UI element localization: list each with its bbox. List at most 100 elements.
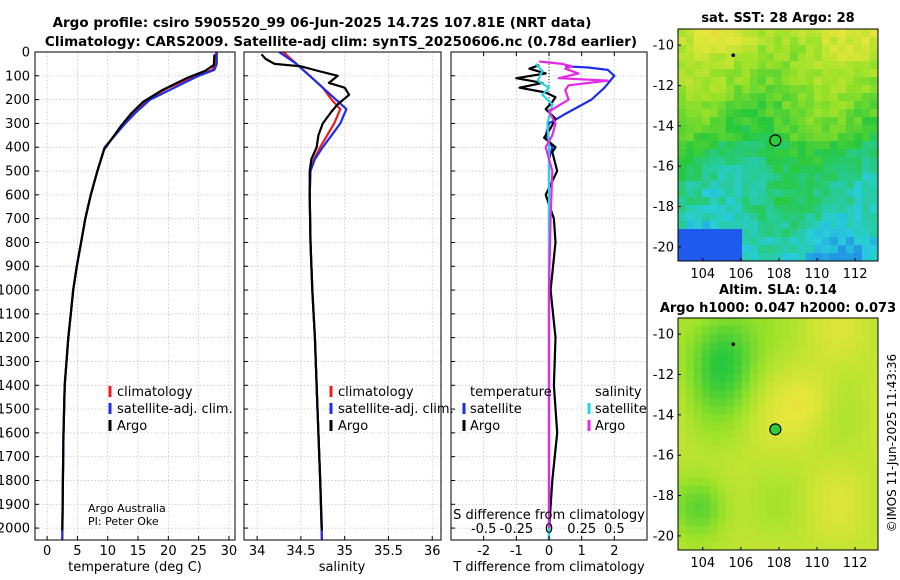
map-cell: [710, 542, 719, 550]
map-cell: [782, 358, 791, 367]
map-cell: [718, 245, 727, 254]
map-cell: [838, 542, 847, 550]
map-cell: [742, 213, 751, 222]
map-cell: [782, 478, 791, 487]
map-cell: [846, 93, 855, 102]
map-cell: [830, 101, 839, 110]
map-cell: [862, 77, 871, 86]
map-cell: [758, 534, 767, 543]
map-cell: [806, 53, 815, 62]
map-cell: [694, 454, 703, 463]
map-cell: [718, 125, 727, 134]
map-cell: [734, 149, 743, 158]
map-cell: [742, 526, 751, 535]
map-cell: [710, 37, 719, 46]
map-cell: [710, 366, 719, 375]
map-cell: [750, 213, 759, 222]
map-cell: [734, 133, 743, 142]
map-cell: [678, 181, 687, 190]
map-cell: [854, 165, 863, 174]
map-cell: [806, 430, 815, 439]
map-cell: [838, 462, 847, 471]
map-cell: [806, 221, 815, 230]
map-cell: [798, 77, 807, 86]
map-cell: [782, 197, 791, 206]
map-cell: [790, 173, 799, 182]
ytick-label: 1000: [0, 284, 30, 299]
map-cell: [718, 382, 727, 391]
map-cell: [862, 165, 871, 174]
map-cell: [742, 109, 751, 118]
map-cell: [862, 470, 871, 479]
map-cell: [710, 93, 719, 102]
map-cell: [838, 37, 847, 46]
map-cell: [846, 61, 855, 70]
map-cell: [742, 398, 751, 407]
map-cell: [678, 69, 687, 78]
map-cell: [846, 45, 855, 54]
map-cell: [702, 149, 711, 158]
map-cell: [846, 149, 855, 158]
map-cell: [814, 486, 823, 495]
map-cell: [694, 189, 703, 198]
map-cell: [750, 334, 759, 343]
map-cell: [782, 446, 791, 455]
sst-map-panel: sat. SST: 28 Argo: 28 104 106 108 110 112-10…: [653, 11, 879, 282]
xtick-label: 36: [424, 544, 441, 559]
map-cell: [742, 61, 751, 70]
map-xtick-label: 108: [767, 267, 792, 282]
map-cell: [678, 213, 687, 222]
map-cell: [766, 69, 775, 78]
map-cell: [798, 358, 807, 367]
map-cell: [814, 77, 823, 86]
map-cell: [838, 430, 847, 439]
map-cell: [750, 229, 759, 238]
map-cell: [742, 133, 751, 142]
map-cell: [694, 117, 703, 126]
map-cell: [678, 342, 687, 351]
map-cell: [678, 61, 687, 70]
map-cell: [750, 237, 759, 246]
map-cell: [702, 446, 711, 455]
ytick-label: 0: [22, 46, 30, 61]
map-cell: [798, 422, 807, 431]
map-cell: [790, 37, 799, 46]
temperature-frame: [34, 51, 236, 541]
map-cell: [822, 173, 831, 182]
map-cell: [862, 253, 871, 261]
map-cell: [694, 390, 703, 399]
temperature-grid: [35, 51, 235, 540]
map-cell: [710, 221, 719, 230]
map-cell: [822, 494, 831, 503]
map-cell: [702, 462, 711, 471]
map-cell: [710, 526, 719, 535]
map-cell: [750, 149, 759, 158]
map-cell: [742, 446, 751, 455]
map-cell: [862, 326, 871, 335]
map-cell: [830, 133, 839, 142]
map-cell: [718, 93, 727, 102]
map-cell: [854, 133, 863, 142]
map-cell: [734, 334, 743, 343]
map-cell: [870, 157, 878, 166]
map-cell: [838, 358, 847, 367]
map-cell: [694, 542, 703, 550]
map-cell: [718, 253, 727, 261]
map-cell: [742, 101, 751, 110]
map-cell: [694, 526, 703, 535]
map-cell: [870, 53, 878, 62]
map-cell: [750, 390, 759, 399]
map-cell: [854, 181, 863, 190]
map-cell: [734, 478, 743, 487]
map-cell: [862, 229, 871, 238]
map-cell: [758, 366, 767, 375]
map-cell: [774, 534, 783, 543]
map-cell: [742, 53, 751, 62]
map-cell: [854, 374, 863, 383]
map-cell: [838, 173, 847, 182]
map-cell: [758, 101, 767, 110]
map-cell: [710, 205, 719, 214]
map-cell: [822, 430, 831, 439]
map-cell: [750, 374, 759, 383]
map-cell: [710, 53, 719, 62]
